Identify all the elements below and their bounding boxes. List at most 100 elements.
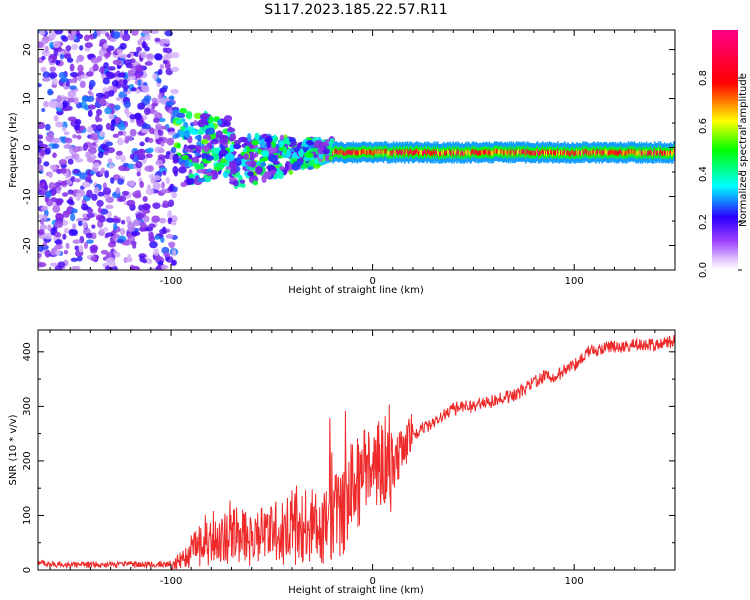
spectrogram-cell bbox=[87, 208, 94, 214]
spectrogram-cell bbox=[403, 151, 406, 157]
spectrogram-cell bbox=[42, 77, 51, 82]
spectrogram-cell bbox=[624, 151, 627, 157]
spectrogram-cell bbox=[670, 151, 673, 157]
spectrogram-cell bbox=[55, 249, 62, 256]
spectrogram-cell bbox=[208, 122, 214, 128]
spectrogram-cell bbox=[123, 59, 132, 66]
spectrogram-cell bbox=[528, 149, 531, 155]
spectrogram-cell bbox=[159, 87, 168, 93]
spectrogram-cell bbox=[658, 151, 661, 156]
spectrogram-cell bbox=[540, 149, 543, 155]
spectrogram-cell bbox=[535, 149, 538, 155]
spectrogram-cell bbox=[251, 139, 260, 146]
spectrogram-cell bbox=[215, 130, 223, 139]
spectrogram-cell bbox=[443, 149, 445, 155]
spectrogram-cell bbox=[129, 114, 137, 120]
spectrogram-cell bbox=[127, 254, 132, 261]
spectrogram-cell bbox=[140, 36, 146, 41]
spectrogram-cell bbox=[392, 148, 395, 154]
spectrogram-cell bbox=[456, 151, 458, 157]
spectrogram-cell bbox=[96, 124, 103, 132]
spectrogram-cell bbox=[473, 149, 476, 155]
colorbar-tick-label: 0.6 bbox=[698, 118, 709, 134]
spectrogram-cell bbox=[148, 127, 155, 135]
spectrogram-cell bbox=[85, 71, 94, 77]
spectrogram-cell bbox=[105, 232, 114, 237]
spectrogram-cell bbox=[347, 150, 350, 156]
snr-x-axis-label: Height of straight line (km) bbox=[288, 585, 424, 596]
spectrogram-cell bbox=[673, 148, 675, 154]
spectrogram-cell bbox=[89, 132, 99, 141]
spectrogram-cell bbox=[370, 150, 373, 156]
spectrogram-cell bbox=[415, 148, 418, 154]
spectrogram-cell bbox=[485, 149, 488, 154]
spectrogram-cell bbox=[144, 165, 154, 172]
spectrogram-cell bbox=[464, 150, 466, 156]
spectrogram-cell bbox=[67, 116, 77, 122]
spectrogram-cell bbox=[482, 149, 485, 155]
spectrogram-cell bbox=[94, 186, 100, 195]
spectrogram-cell bbox=[484, 149, 487, 155]
spectrogram-cell bbox=[226, 127, 236, 133]
spectrogram-cell bbox=[355, 149, 358, 155]
spectrogram-cell bbox=[629, 149, 632, 155]
spectrogram-cell bbox=[127, 222, 136, 229]
spectrogram-cell bbox=[197, 128, 205, 136]
spectrogram-cell bbox=[118, 123, 126, 131]
spectrogram-cell bbox=[119, 42, 127, 50]
snr-panel: -100 0 100 0 100 200 300 400 Height of straigh… bbox=[8, 329, 676, 596]
spectrogram-cell bbox=[646, 151, 649, 157]
spectrogram-cell bbox=[407, 151, 410, 157]
spectrogram-cell bbox=[137, 79, 142, 87]
spectrogram-cell bbox=[90, 154, 97, 160]
spectrogram-cell bbox=[343, 151, 345, 157]
spectrogram-cell bbox=[582, 148, 584, 154]
spectrogram-cell bbox=[90, 256, 97, 262]
spectrogram-cell bbox=[545, 151, 548, 157]
spectrogram-cell bbox=[381, 149, 384, 155]
spectrogram-cell bbox=[368, 149, 371, 155]
spectrogram-cell bbox=[65, 179, 73, 186]
spectrogram-cell bbox=[97, 206, 102, 214]
spectrogram-cell bbox=[61, 192, 69, 197]
snr-x-tick-label: -100 bbox=[160, 576, 183, 587]
spectrogram-cell bbox=[95, 108, 102, 116]
spectrogram-cell bbox=[538, 150, 541, 155]
spectrogram-cell bbox=[483, 150, 486, 156]
spectrogram-cell bbox=[366, 149, 369, 155]
spectrogram-cell bbox=[147, 267, 157, 270]
spectrogram-cell bbox=[127, 232, 133, 239]
spectrogram-cell bbox=[144, 61, 153, 66]
spectrogram-cell bbox=[507, 151, 510, 156]
spectrogram-cell bbox=[555, 150, 557, 156]
spectrogram-cell bbox=[501, 150, 504, 156]
spectrogram-cell bbox=[524, 151, 527, 157]
spectrogram-cell bbox=[529, 151, 532, 156]
spectrogram-cell bbox=[293, 160, 303, 167]
spectrogram-cell bbox=[105, 196, 114, 203]
spectrogram-cell bbox=[165, 233, 174, 239]
spectrogram-cell bbox=[65, 82, 70, 87]
spectrogram-cell bbox=[262, 151, 269, 159]
spectrogram-cell bbox=[544, 149, 547, 155]
spectrogram-cell bbox=[86, 239, 94, 244]
spectrogram-cell bbox=[78, 244, 84, 253]
spectrogram-cell bbox=[62, 219, 69, 226]
spectrogram-cell bbox=[176, 112, 186, 119]
spectrogram-cell bbox=[578, 150, 580, 156]
spectrogram-cell bbox=[70, 208, 78, 214]
spectrogram-cell bbox=[135, 64, 144, 73]
spectrogram-cell bbox=[52, 152, 57, 159]
spectrogram-cell bbox=[70, 43, 79, 51]
spectrogram-cell bbox=[490, 150, 493, 155]
spectrogram-cell bbox=[97, 191, 105, 197]
spectrogram-cell bbox=[75, 192, 82, 201]
spectrogram-cell bbox=[116, 238, 125, 244]
spectrogram-cell bbox=[542, 150, 545, 156]
spectrogram-cell bbox=[55, 213, 64, 221]
spectrogram-cell bbox=[346, 149, 349, 155]
spectrogram-cell bbox=[103, 151, 109, 156]
spectrogram-cell bbox=[565, 151, 567, 157]
spectrogram-cell bbox=[642, 149, 645, 155]
